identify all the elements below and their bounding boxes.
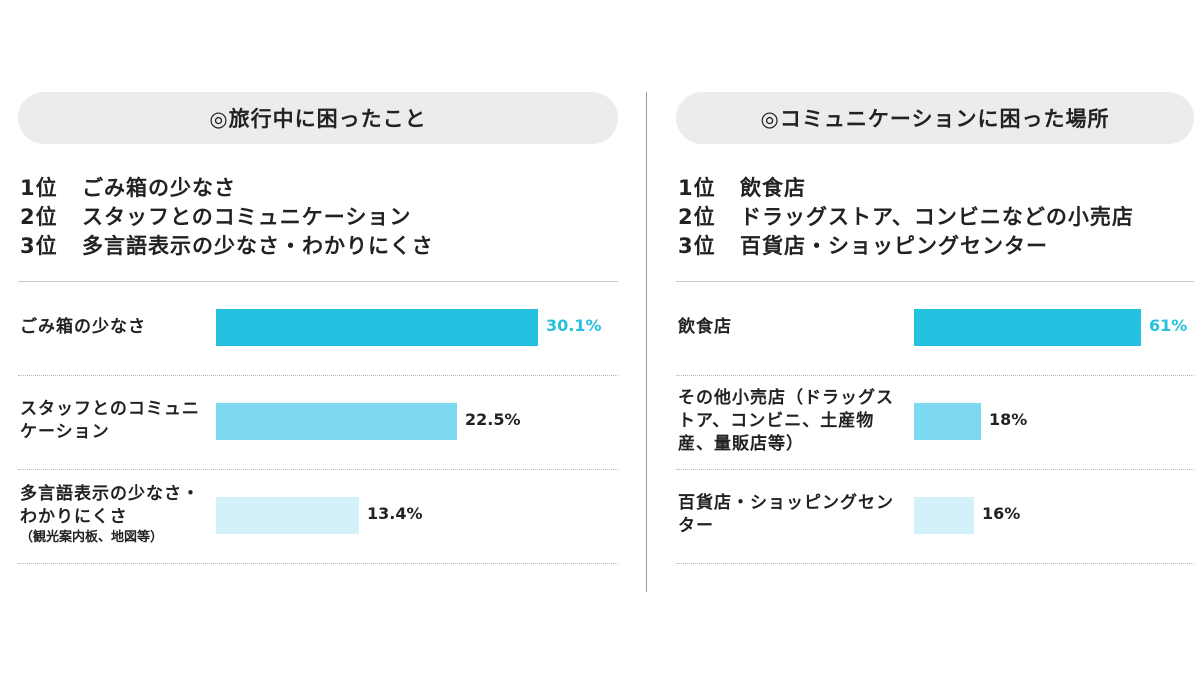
ranking-item: 1位 飲食店 [678, 174, 1194, 203]
category-label-text: スタッフとのコミュニケーション [20, 399, 200, 442]
bar-row: 多言語表示の少なさ・わかりにくさ （観光案内板、地図等） 13.4% [18, 470, 618, 564]
bar-row: その他小売店（ドラッグストア、コンビニ、土産物産、量販店等） 18% [676, 376, 1194, 470]
ranking-item: 2位 ドラッグストア、コンビニなどの小売店 [678, 203, 1194, 232]
category-label-text: その他小売店（ドラッグストア、コンビニ、土産物産、量販店等） [678, 387, 894, 454]
row-separator [18, 563, 618, 564]
rank-position: 2位 [20, 205, 58, 229]
category-note: （観光案内板、地図等） [20, 530, 164, 545]
value-label: 22.5% [465, 410, 521, 429]
panel-divider [646, 92, 647, 592]
row-separator [676, 469, 1194, 470]
right-panel-title: ◎コミュニケーションに困った場所 [676, 92, 1194, 144]
category-label-text: 飲食店 [678, 316, 732, 337]
row-separator [18, 375, 618, 376]
value-label: 13.4% [367, 504, 423, 523]
row-separator [676, 375, 1194, 376]
bar [914, 497, 974, 534]
category-label-text: ごみ箱の少なさ [20, 316, 146, 337]
bar [216, 497, 359, 534]
left-bar-chart: ごみ箱の少なさ 30.1% スタッフとのコミュニケーション 22.5% 多言語表示の少な… [18, 282, 618, 564]
category-label: 飲食店 [678, 282, 898, 372]
right-ranking-list: 1位 飲食店 2位 ドラッグストア、コンビニなどの小売店 3位 百貨店・ショッピングセ… [676, 174, 1194, 261]
bar-row: スタッフとのコミュニケーション 22.5% [18, 376, 618, 470]
bar-row: ごみ箱の少なさ 30.1% [18, 282, 618, 376]
value-label: 30.1% [546, 316, 602, 335]
left-panel-title: ◎旅行中に困ったこと [18, 92, 618, 144]
left-ranking-list: 1位 ごみ箱の少なさ 2位 スタッフとのコミュニケーション 3位 多言語表示の少なさ・… [18, 174, 618, 261]
ranking-item: 3位 百貨店・ショッピングセンター [678, 232, 1194, 261]
category-label: スタッフとのコミュニケーション [20, 376, 212, 466]
rank-text: 多言語表示の少なさ・わかりにくさ [82, 234, 434, 258]
bar [914, 403, 981, 440]
rank-position: 2位 [678, 205, 716, 229]
rank-position: 3位 [20, 234, 58, 258]
section-separator [676, 281, 1194, 282]
left-panel: ◎旅行中に困ったこと 1位 ごみ箱の少なさ 2位 スタッフとのコミュニケーション 3… [18, 92, 618, 564]
row-separator [18, 469, 618, 470]
category-label-text: 多言語表示の少なさ・わかりにくさ [20, 484, 200, 527]
rank-text: ドラッグストア、コンビニなどの小売店 [740, 205, 1134, 229]
ranking-item: 1位 ごみ箱の少なさ [20, 174, 618, 203]
bar [216, 309, 538, 346]
bar-row: 百貨店・ショッピングセンター 16% [676, 470, 1194, 564]
rank-text: 百貨店・ショッピングセンター [740, 234, 1048, 258]
category-label: ごみ箱の少なさ [20, 282, 212, 372]
ranking-item: 3位 多言語表示の少なさ・わかりにくさ [20, 232, 618, 261]
bar-row: 飲食店 61% [676, 282, 1194, 376]
rank-text: スタッフとのコミュニケーション [82, 205, 412, 229]
rank-position: 3位 [678, 234, 716, 258]
right-panel: ◎コミュニケーションに困った場所 1位 飲食店 2位 ドラッグストア、コンビニなどの… [676, 92, 1194, 564]
value-label: 18% [989, 410, 1028, 429]
category-label: その他小売店（ドラッグストア、コンビニ、土産物産、量販店等） [678, 376, 898, 466]
ranking-item: 2位 スタッフとのコミュニケーション [20, 203, 618, 232]
rank-text: ごみ箱の少なさ [82, 176, 236, 200]
rank-text: 飲食店 [740, 176, 806, 200]
value-label: 61% [1149, 316, 1188, 335]
section-separator [18, 281, 618, 282]
category-label-text: 百貨店・ショッピングセンター [678, 493, 894, 536]
value-label: 16% [982, 504, 1021, 523]
rank-position: 1位 [678, 176, 716, 200]
category-label: 百貨店・ショッピングセンター [678, 470, 898, 560]
row-separator [676, 563, 1194, 564]
rank-position: 1位 [20, 176, 58, 200]
bar [914, 309, 1141, 346]
right-bar-chart: 飲食店 61% その他小売店（ドラッグストア、コンビニ、土産物産、量販店等） 18% 百… [676, 282, 1194, 564]
bar [216, 403, 457, 440]
category-label: 多言語表示の少なさ・わかりにくさ （観光案内板、地図等） [20, 470, 212, 560]
